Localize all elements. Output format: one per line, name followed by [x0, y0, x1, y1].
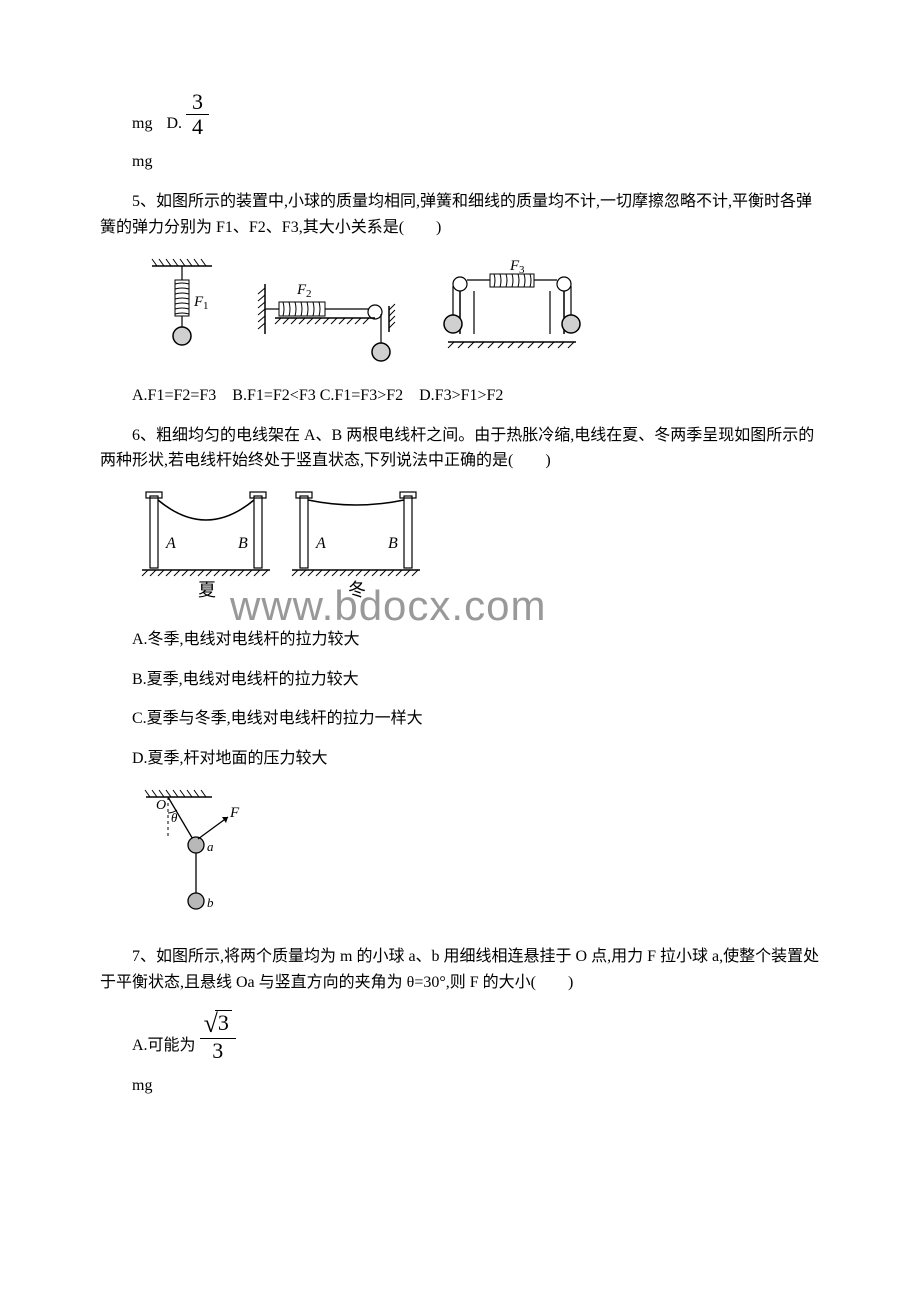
- q6-label-winter: 冬: [348, 580, 366, 600]
- q4-frac-den: 4: [186, 115, 209, 139]
- q7-optA-frac-num: √3: [200, 1010, 236, 1040]
- svg-text:B: B: [388, 535, 398, 552]
- q7-optA-sqrt-arg: 3: [215, 1010, 232, 1035]
- q6-figure: A B 夏: [132, 488, 820, 613]
- q5-figure: F 1 F: [132, 254, 820, 369]
- q4-mg-suffix: mg: [100, 149, 820, 175]
- svg-text:B: B: [238, 535, 248, 552]
- q6-optB: B.夏季,电线对电线杆的拉力较大: [100, 667, 820, 693]
- q6-optD: D.夏季,杆对地面的压力较大: [100, 746, 820, 772]
- svg-text:1: 1: [203, 300, 209, 312]
- q7-optA-suffix: mg: [100, 1073, 820, 1099]
- q7-text: 7、如图所示,将两个质量均为 m 的小球 a、b 用细线相连悬挂于 O 点,用力…: [100, 944, 820, 995]
- q5-text: 5、如图所示的装置中,小球的质量均相同,弹簧和细线的质量均不计,一切摩擦忽略不计…: [100, 189, 820, 240]
- svg-text:A: A: [165, 535, 176, 552]
- q5-fig1: F 1: [152, 259, 212, 345]
- q7-optA-frac-den: 3: [200, 1039, 236, 1063]
- q7-figure: O θ a F b: [132, 785, 820, 930]
- q4-mg-prefix: mg: [132, 115, 152, 139]
- svg-text:F: F: [229, 805, 240, 821]
- q7-optA-fraction: √3 3: [200, 1010, 236, 1064]
- q6-label-summer: 夏: [198, 580, 216, 600]
- q6-text: 6、粗细均匀的电线架在 A、B 两根电线杆之间。由于热胀冷缩,电线在夏、冬两季呈…: [100, 423, 820, 474]
- q6-optA: A.冬季,电线对电线杆的拉力较大: [100, 627, 820, 653]
- q7-optA: A.可能为 √3 3: [132, 1010, 820, 1064]
- q5-fig2: F 2: [258, 282, 395, 361]
- q5-options: A.F1=F2=F3 B.F1=F2<F3 C.F1=F3>F2 D.F3>F1…: [100, 383, 820, 409]
- svg-text:O: O: [156, 798, 166, 813]
- q4-frac-num: 3: [186, 90, 209, 115]
- svg-text:θ: θ: [171, 810, 178, 825]
- q4-fraction: 3 4: [186, 90, 209, 139]
- svg-text:a: a: [207, 839, 214, 854]
- q5-fig3: F 3: [444, 258, 580, 348]
- q7-optA-prefix: A.可能为: [132, 1031, 196, 1063]
- q6-optC: C.夏季与冬季,电线对电线杆的拉力一样大: [100, 706, 820, 732]
- svg-text:A: A: [315, 535, 326, 552]
- q4-option-d-label: D.: [166, 115, 182, 139]
- svg-text:b: b: [207, 895, 214, 910]
- q4-option-d-frac: mg D. 3 4: [132, 90, 820, 139]
- svg-text:2: 2: [306, 288, 312, 300]
